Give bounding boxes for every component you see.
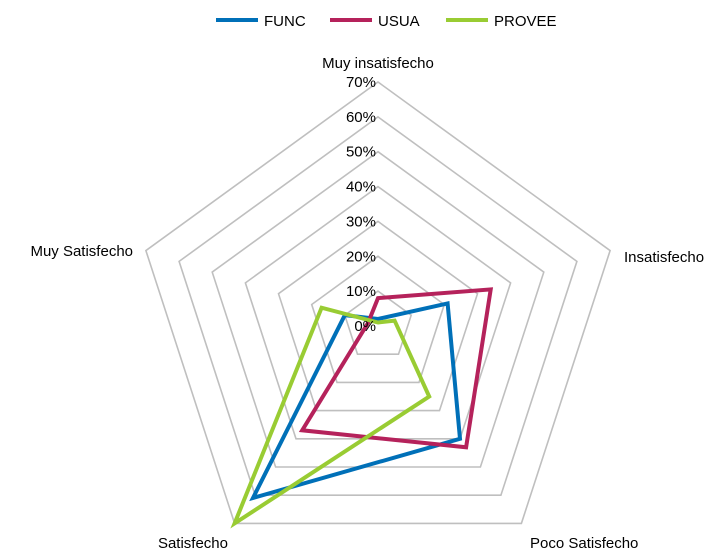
radar-grid [144,81,612,525]
legend-label-usua: USUA [378,13,420,30]
tick-label: 10% [346,283,376,300]
grid-ring [310,255,446,384]
tick-label: 50% [346,144,376,161]
axis-label-muy-satisfecho: Muy Satisfecho [30,243,133,260]
tick-label: 60% [346,109,376,126]
tick-label: 0% [354,318,376,335]
axis-label-satisfecho: Satisfecho [158,535,228,551]
grid-ring [277,220,479,412]
grid-ring [211,150,545,468]
series-layer [230,287,494,529]
tick-label: 40% [346,179,376,196]
axis-label-muy-insatisfecho: Muy insatisfecho [322,55,434,72]
legend-label-provee: PROVEE [494,13,557,30]
axis-label-insatisfecho: Insatisfecho [624,249,704,266]
grid-ring [178,115,578,497]
axis-label-poco-satisfecho: Poco Satisfecho [530,535,638,551]
legend-label-func: FUNC [264,13,306,30]
tick-label: 20% [346,248,376,265]
axis-labels: Muy insatisfecho Insatisfecho Poco Satisfe… [30,55,704,551]
legend: FUNC USUA PROVEE [216,13,557,30]
grid-ring [144,81,612,525]
tick-labels: 0% 10% 20% 30% 40% 50% 60% 70% [346,74,376,335]
series-line-provee [230,305,432,529]
tick-label: 30% [346,213,376,230]
tick-label: 70% [346,74,376,91]
